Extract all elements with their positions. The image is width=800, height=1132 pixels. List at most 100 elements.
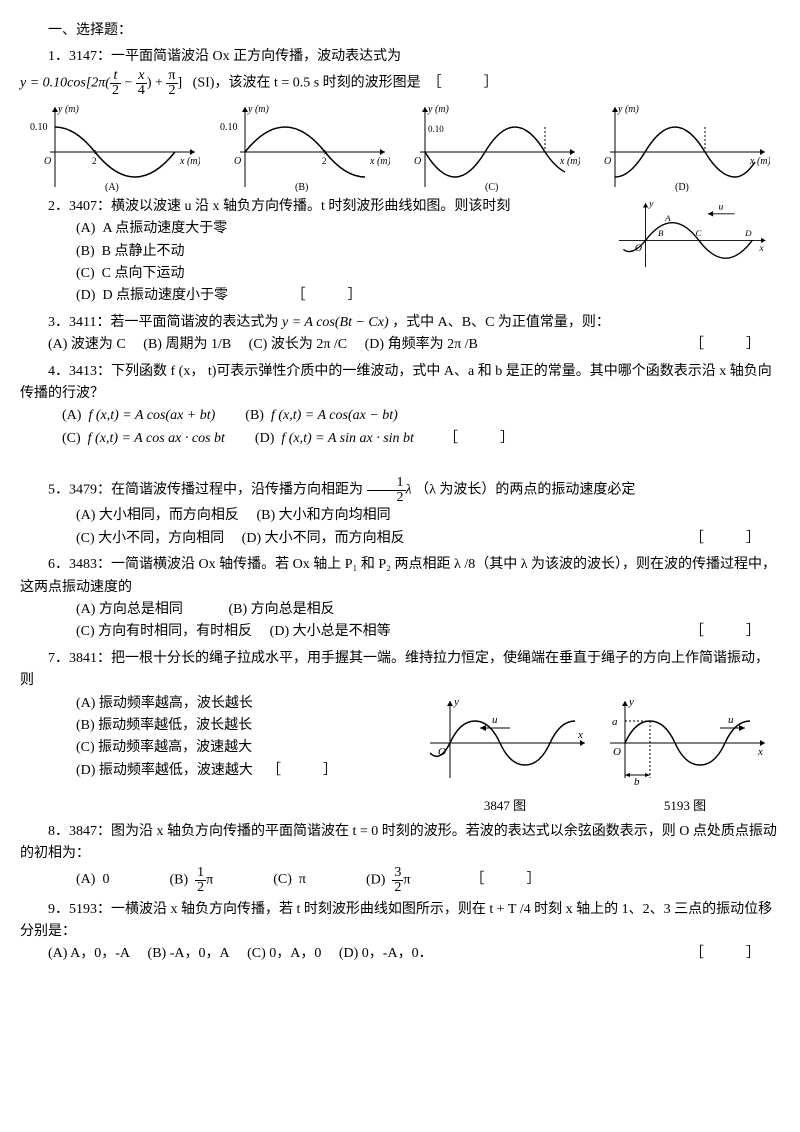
opt-c: (C) 波长为 2π /C [249, 337, 347, 352]
frac-n: t [110, 69, 121, 84]
opt-b-tail: π [206, 872, 213, 887]
svg-text:y (m): y (m) [427, 104, 449, 115]
svg-text:y (m): y (m) [247, 104, 269, 115]
opt-b: (B) 周期为 1/B [143, 337, 231, 352]
opt-d: (D) 大小不同，而方向相反 [242, 531, 405, 546]
opt-b: (B) -A，0，A [148, 946, 230, 961]
frac-n: 1 [367, 476, 406, 491]
opt-c: (C) 大小不同，方向相同 [76, 531, 224, 546]
opt-b: (B) 方向总是相反 [228, 602, 334, 617]
svg-text:0.10: 0.10 [428, 124, 444, 134]
q4: 4．3413：下列函数 f (x， t)可表示弹性介质中的一维波动，式中 A、a… [20, 361, 780, 406]
section-header: 一、选择题： [20, 20, 780, 42]
answer-bracket: ［ ］ [690, 528, 760, 550]
opt-d: (D) 0，-A，0． [339, 946, 433, 961]
q-stem: 一横波沿 x 轴负方向传播，若 t 时刻波形曲线如图所示，则在 t + T /4… [20, 902, 772, 939]
opt-c: (C) 方向有时相同，有时相反 [76, 624, 252, 639]
opt-d: (D) 大小总是不相等 [270, 624, 391, 639]
svg-text:O: O [613, 746, 621, 758]
frac-n: x [136, 69, 147, 84]
q3-opts: (A) 波速为 C (B) 周期为 1/B (C) 波长为 2π /C (D) … [20, 334, 780, 356]
q-stem: 把一根十分长的绳子拉成水平，用手握其一端。维持拉力恒定，使绳端在垂直于绳子的方向… [20, 651, 769, 688]
frac-d: 2 [195, 881, 206, 895]
q6: 6．3483：一简谐横波沿 Ox 轴传播。若 Ox 轴上 P₁ 和 P₂ 两点相… [20, 554, 780, 599]
svg-text:(D): (D) [675, 182, 689, 192]
svg-text:2: 2 [322, 156, 327, 166]
svg-text:O: O [414, 156, 421, 167]
opt-b: (B) 大小和方向均相同 [256, 508, 390, 523]
answer-bracket: ［ ］ [267, 763, 337, 778]
q-stem: 下列函数 f (x， t)可表示弹性介质中的一维波动，式中 A、a 和 b 是正… [20, 364, 772, 401]
frac-n: π [166, 69, 177, 84]
svg-text:O: O [44, 156, 51, 167]
opt-b-lbl: (B) [245, 408, 264, 423]
answer-bracket: ［ ］ [444, 428, 514, 450]
opt-a-lbl: (A) [76, 872, 95, 887]
q8: 8．3847：图为沿 x 轴负方向传播的平面简谐波在 t = 0 时刻的波形。若… [20, 821, 780, 866]
svg-text:B: B [658, 228, 664, 238]
opt-a: (A) A，0，-A [48, 946, 130, 961]
svg-text:D: D [744, 228, 752, 238]
frac-d: 2 [166, 84, 177, 98]
q1: 1．3147：一平面简谐波沿 Ox 正方向传播，波动表达式为 [20, 46, 780, 68]
q1-formula-line: y = 0.10cos[2π(t2 − x4) + π2] (SI)，该波在 t… [20, 69, 780, 98]
formula-suffix: ] [178, 76, 183, 91]
svg-text:O: O [234, 156, 241, 167]
q-number: 2．3407： [48, 199, 111, 214]
svg-text:(B): (B) [295, 182, 308, 192]
opt-c: π [299, 872, 306, 887]
q6-opts1: (A) 方向总是相同 (B) 方向总是相反 [76, 599, 780, 621]
svg-text:u: u [492, 714, 498, 726]
formula-prefix: y = 0.10cos[2π( [20, 76, 110, 91]
fig-caption-5193: 5193 图 [600, 796, 770, 817]
svg-text:x: x [757, 746, 763, 758]
q-stem: 一平面简谐波沿 Ox 正方向传播，波动表达式为 [111, 49, 401, 64]
q3-formula: y = A cos(Bt − Cx) [282, 315, 389, 330]
opt-b-lbl: (B) [169, 872, 188, 887]
q-number: 9．5193： [48, 902, 111, 917]
svg-text:x (m): x (m) [559, 156, 580, 167]
frac-n: 1 [195, 866, 206, 881]
q-number: 5．3479： [48, 483, 111, 498]
q-number: 4．3413： [48, 364, 111, 379]
answer-bracket: ［ ］ [292, 288, 362, 303]
formula-mid2: ) + [147, 76, 167, 91]
q-number: 1．3147： [48, 49, 111, 64]
svg-text:O: O [604, 156, 611, 167]
q2-figure: y x O u A B C D [600, 196, 780, 284]
q-stem: 图为沿 x 轴负方向传播的平面简谐波在 t = 0 时刻的波形。若波的表达式以余… [20, 824, 777, 861]
q8-opts: (A) 0 (B) 12π (C) π (D) 32π ［ ］ [76, 866, 780, 895]
q5-opts2: (C) 大小不同，方向相同 (D) 大小不同，而方向相反 ［ ］ [76, 528, 780, 550]
svg-text:(A): (A) [105, 182, 119, 192]
plot-d: y (m) x (m) O (D) [600, 102, 770, 192]
svg-text:0.10: 0.10 [30, 122, 48, 133]
stem-b: ，式中 A、B、C 为正值常量，则： [389, 315, 610, 330]
q1-plots: y (m) x (m) 0.10 O 2 (A) y (m) x (m) 0.1… [20, 102, 780, 192]
q7-figures: y x O u 3847 图 y x O a u b 5193 图 [420, 693, 780, 817]
svg-text:y: y [453, 696, 459, 708]
q-stem: 横波以波速 u 沿 x 轴负方向传播。t 时刻波形曲线如图。则该时刻 [111, 199, 510, 214]
opt-d-tail: π [403, 872, 410, 887]
plot-a: y (m) x (m) 0.10 O 2 (A) [30, 102, 200, 192]
svg-text:u: u [728, 714, 734, 726]
opt-d-lbl: (D) [255, 431, 274, 446]
frac-d: 4 [136, 84, 147, 98]
opt-a: 0 [102, 872, 109, 887]
plot-b: y (m) x (m) 0.10 O 2 (B) [220, 102, 390, 192]
stem-a: 在简谐波传播过程中，沿传播方向相距为 [111, 483, 363, 498]
answer-bracket: ［ ］ [470, 869, 540, 891]
q9: 9．5193：一横波沿 x 轴负方向传播，若 t 时刻波形曲线如图所示，则在 t… [20, 899, 780, 944]
opt-a-lbl: (A) [62, 408, 81, 423]
svg-text:x: x [758, 243, 764, 254]
opt-a: (A) 方向总是相同 [76, 602, 183, 617]
svg-text:A: A [664, 213, 671, 223]
q1-tail: (SI)，该波在 t = 0.5 s 时刻的波形图是 ［ ］ [193, 76, 498, 91]
q-stem: 一简谐横波沿 Ox 轴传播。若 Ox 轴上 P₁ 和 P₂ 两点相距 λ /8（… [20, 557, 776, 594]
q5-opts1: (A) 大小相同，而方向相反 (B) 大小和方向均相同 [76, 505, 780, 527]
opt-d: (D) 角频率为 2π /B [365, 337, 478, 352]
svg-text:x (m): x (m) [179, 156, 200, 167]
plot-c: y (m) x (m) O (C) 0.10 [410, 102, 580, 192]
q-number: 6．3483： [48, 557, 111, 572]
opt-d: (D) D 点振动速度小于零 ［ ］ [76, 285, 780, 307]
fig-caption-3847: 3847 图 [420, 796, 590, 817]
